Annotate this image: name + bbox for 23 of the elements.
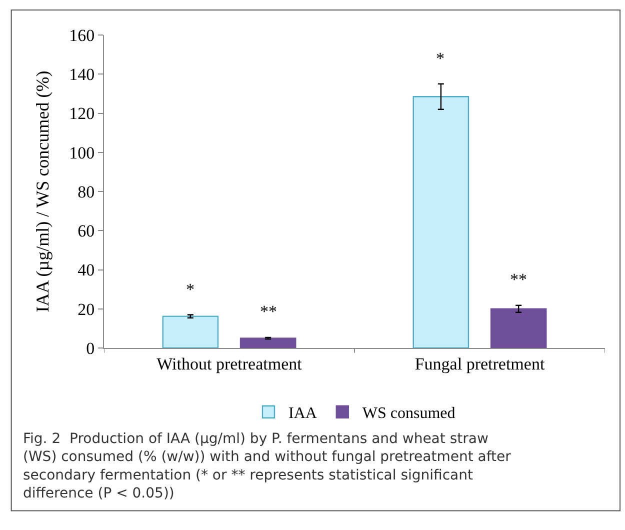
legend-label: WS consumed bbox=[362, 405, 456, 422]
bar bbox=[490, 308, 547, 348]
y-tick-label: 100 bbox=[69, 143, 95, 162]
caption: Fig. 2 Production of IAA (µg/ml) by P. fermentans and wheat straw (WS) consumed (% (w/w)) with and without fungal pretreatment after secondary fermentation (* or ** represents statistical significant difference (P < 0.05)) bbox=[23, 431, 512, 502]
x-tick-label: Fungal pretretment bbox=[414, 354, 545, 374]
x-tick-label: Without pretreatment bbox=[156, 354, 302, 374]
y-tick-label: 60 bbox=[78, 222, 95, 241]
legend-label: IAA bbox=[288, 405, 318, 422]
y-tick-label: 20 bbox=[78, 300, 95, 319]
y-tick-label: 160 bbox=[69, 26, 95, 45]
y-tick-label: 0 bbox=[86, 338, 95, 358]
y-tick-label: 40 bbox=[78, 260, 95, 280]
data-label: ** bbox=[510, 270, 527, 289]
y-tick-label: 140 bbox=[69, 65, 95, 84]
y-tick-label: 80 bbox=[78, 182, 95, 202]
data-label: * bbox=[436, 49, 444, 68]
bar bbox=[412, 96, 470, 348]
bar bbox=[240, 338, 296, 348]
data-label: ** bbox=[260, 302, 277, 321]
y-axis-title: IAA (µg/ml) / WS concumed (%) bbox=[32, 70, 52, 312]
bar bbox=[162, 316, 219, 348]
data-label: * bbox=[186, 280, 194, 299]
y-tick-label: 120 bbox=[69, 104, 95, 124]
